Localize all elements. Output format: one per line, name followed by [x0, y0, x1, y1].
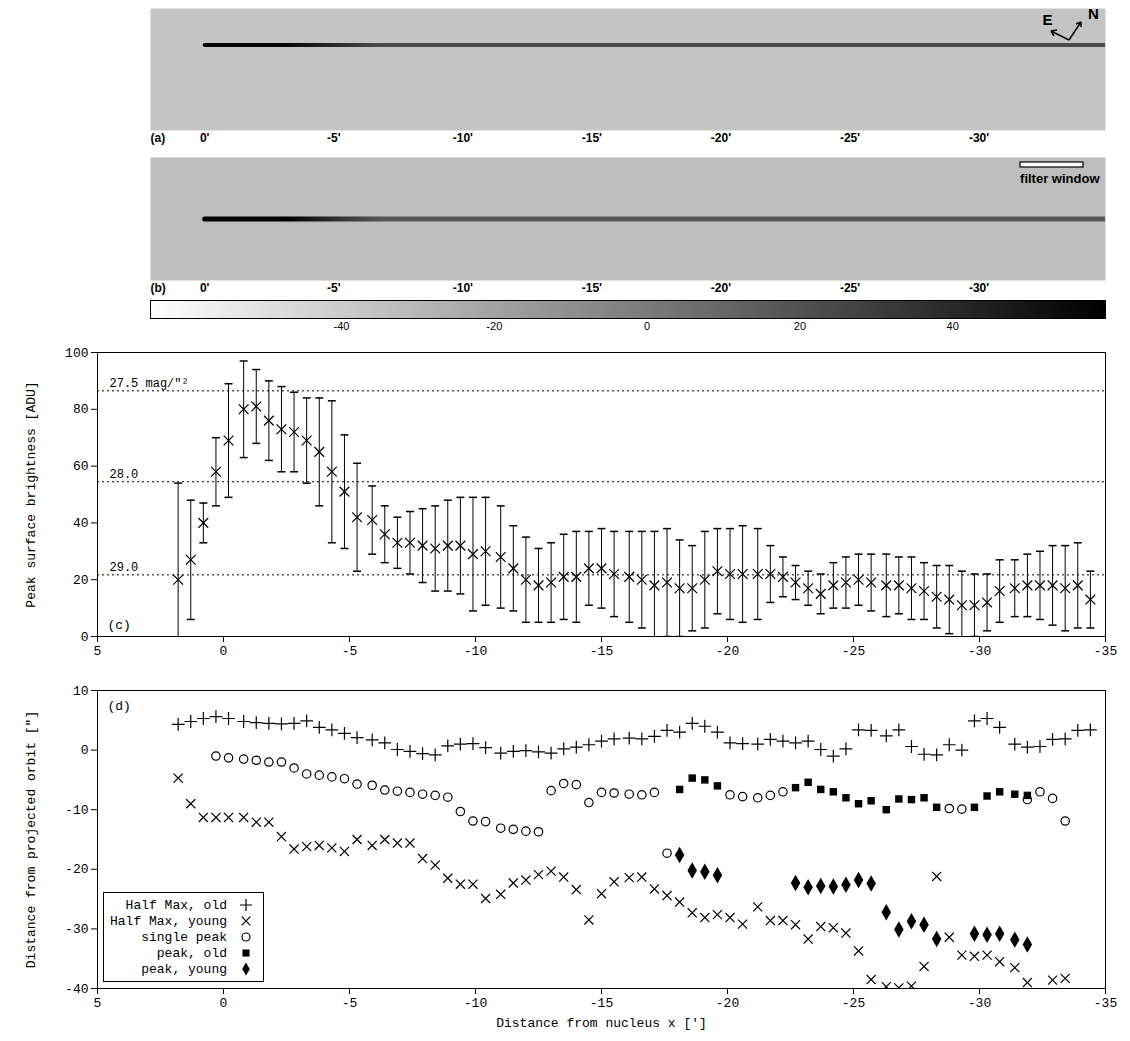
svg-text:-15: -15 [590, 996, 613, 1011]
svg-text:(a): (a) [151, 131, 166, 145]
svg-text:100: 100 [65, 346, 88, 361]
svg-text:20: 20 [794, 320, 806, 332]
svg-text:-5: -5 [342, 644, 358, 659]
html-text:Half Max, young: Half Max, young [110, 913, 227, 929]
svg-text:-40: -40 [334, 320, 350, 332]
svg-text:Peak surface brightness [ADU]: Peak surface brightness [ADU] [24, 381, 39, 607]
svg-text:40: 40 [73, 516, 89, 531]
svg-text:-20: -20 [486, 320, 502, 332]
svg-text:-20': -20' [711, 281, 731, 295]
svg-text:(b): (b) [151, 281, 166, 295]
svg-text:(c): (c) [108, 618, 131, 633]
svg-text:28.0: 28.0 [110, 468, 139, 482]
svg-text:-15: -15 [590, 644, 613, 659]
svg-text:29.0: 29.0 [110, 561, 139, 575]
svg-text:N: N [1088, 5, 1099, 22]
svg-text:-20: -20 [716, 996, 739, 1011]
svg-text:-5': -5' [327, 281, 341, 295]
svg-text:-20: -20 [716, 644, 739, 659]
html-text:peak, young: peak, young [141, 961, 227, 977]
svg-text:-10': -10' [453, 281, 473, 295]
svg-text:20: 20 [73, 573, 89, 588]
svg-text:-15': -15' [582, 281, 602, 295]
svg-text:-30: -30 [968, 644, 991, 659]
svg-text:-10: -10 [65, 803, 88, 818]
html-text:peak, old: peak, old [156, 945, 227, 961]
svg-text:-10: -10 [464, 996, 487, 1011]
svg-text:40: 40 [947, 320, 959, 332]
svg-text:E: E [1042, 11, 1052, 28]
html-text:Half Max, old: Half Max, old [125, 897, 227, 913]
svg-text:-25': -25' [840, 131, 860, 145]
svg-text:0: 0 [644, 320, 650, 332]
html-text:single peak: single peak [141, 929, 227, 945]
svg-text:-25: -25 [842, 996, 865, 1011]
svg-text:-15': -15' [582, 131, 602, 145]
svg-text:-30: -30 [968, 996, 991, 1011]
svg-text:-35: -35 [1094, 996, 1117, 1011]
svg-text:0: 0 [81, 743, 89, 758]
svg-text:0: 0 [220, 644, 228, 659]
svg-text:-20': -20' [711, 131, 731, 145]
svg-text:-40: -40 [65, 982, 88, 997]
svg-text:0: 0 [81, 630, 89, 645]
svg-text:80: 80 [73, 402, 89, 417]
svg-text:-5': -5' [327, 131, 341, 145]
svg-text:0': 0' [200, 281, 210, 295]
svg-text:5: 5 [94, 996, 102, 1011]
svg-text:-10': -10' [453, 131, 473, 145]
svg-text:60: 60 [73, 459, 89, 474]
svg-text:-30': -30' [969, 281, 989, 295]
svg-text:0': 0' [200, 131, 210, 145]
svg-text:Distance from nucleus x [']: Distance from nucleus x ['] [496, 1016, 707, 1031]
svg-text:27.5 mag/"²: 27.5 mag/"² [110, 377, 189, 391]
svg-text:-20: -20 [65, 862, 88, 877]
svg-text:Distance from projected orbit: Distance from projected orbit ["] [24, 711, 39, 968]
svg-text:-10: -10 [464, 644, 487, 659]
svg-text:-30: -30 [65, 922, 88, 937]
svg-text:-30': -30' [969, 131, 989, 145]
svg-text:5: 5 [94, 644, 102, 659]
svg-text:-25': -25' [840, 281, 860, 295]
svg-text:(d): (d) [108, 699, 131, 714]
svg-text:-35: -35 [1094, 644, 1117, 659]
svg-text:-25: -25 [842, 644, 865, 659]
svg-text:0: 0 [220, 996, 228, 1011]
svg-text:filter window: filter window [1020, 171, 1100, 186]
svg-text:10: 10 [73, 684, 89, 699]
svg-text:-5: -5 [342, 996, 358, 1011]
